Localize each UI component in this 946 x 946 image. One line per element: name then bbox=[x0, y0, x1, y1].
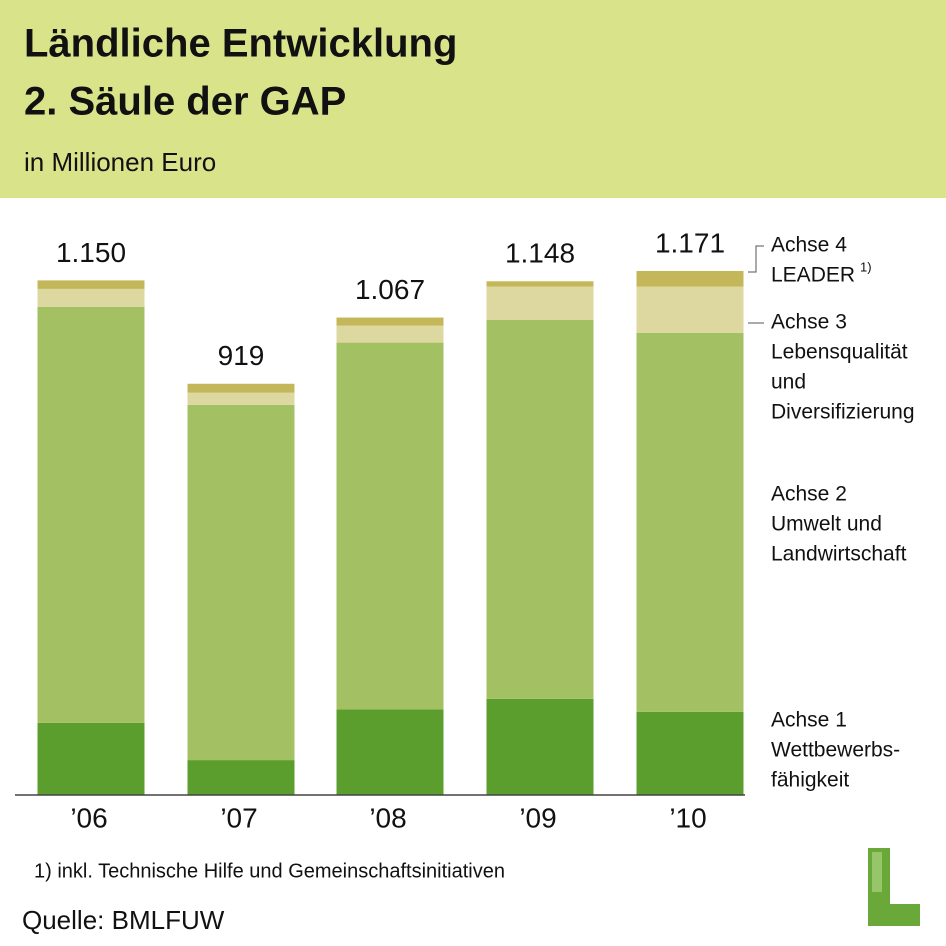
x-tick-label: ’07 bbox=[220, 802, 257, 833]
legend-label: Landwirtschaft bbox=[771, 543, 907, 566]
chart-subtitle: in Millionen Euro bbox=[24, 147, 216, 177]
header-band bbox=[0, 0, 946, 198]
legend-label: Wettbewerbs- bbox=[771, 739, 900, 762]
bar-segment bbox=[37, 306, 145, 723]
bar-segment bbox=[336, 325, 444, 343]
bar-segment bbox=[187, 404, 295, 761]
bar-segment bbox=[336, 709, 444, 795]
bar-segment bbox=[486, 319, 594, 699]
bar-segment bbox=[486, 286, 594, 320]
bar-segment bbox=[37, 288, 145, 307]
chart-title: 2. Säule der GAP bbox=[24, 80, 346, 124]
bar-segment bbox=[37, 722, 145, 795]
legend-label: Achse 2 bbox=[771, 483, 847, 506]
footnote: 1) inkl. Technische Hilfe und Gemeinscha… bbox=[34, 860, 505, 882]
total-label: 1.067 bbox=[355, 274, 425, 305]
bar-segment bbox=[37, 280, 145, 289]
legend-label: fähigkeit bbox=[771, 769, 849, 792]
leader-line bbox=[748, 245, 764, 273]
bar-segment bbox=[636, 271, 744, 287]
legend-label: Lebensqualität bbox=[771, 341, 908, 364]
legend-label: und bbox=[771, 371, 806, 394]
legend-label: LEADER bbox=[771, 264, 855, 287]
footnote-mark: 1) bbox=[860, 259, 872, 274]
bar-segment bbox=[187, 760, 295, 795]
bar-segment bbox=[636, 711, 744, 795]
x-tick-label: ’08 bbox=[369, 802, 406, 833]
logo bbox=[868, 848, 920, 926]
total-label: 919 bbox=[218, 340, 265, 371]
x-tick-label: ’09 bbox=[519, 802, 556, 833]
total-label: 1.171 bbox=[655, 227, 725, 258]
bar-segment bbox=[187, 383, 295, 393]
x-tick-label: ’06 bbox=[70, 802, 107, 833]
legend-label: Achse 4 bbox=[771, 234, 847, 257]
source: Quelle: BMLFUW bbox=[22, 905, 225, 935]
legend-label: Achse 1 bbox=[771, 709, 847, 732]
total-label: 1.148 bbox=[505, 238, 575, 269]
bar-segment bbox=[486, 698, 594, 795]
total-label: 1.150 bbox=[56, 237, 126, 268]
legend-label: Achse 3 bbox=[771, 311, 847, 334]
legend-label: Umwelt und bbox=[771, 513, 882, 536]
bar-segment bbox=[486, 281, 594, 287]
x-tick-label: ’10 bbox=[669, 802, 706, 833]
bar-segment bbox=[636, 286, 744, 333]
chart-title: Ländliche Entwicklung bbox=[24, 22, 457, 66]
legend-label: Diversifizierung bbox=[771, 401, 915, 424]
bar-segment bbox=[187, 392, 295, 405]
bar-segment bbox=[336, 342, 444, 710]
bar-segment bbox=[636, 332, 744, 712]
bar-segment bbox=[336, 317, 444, 326]
